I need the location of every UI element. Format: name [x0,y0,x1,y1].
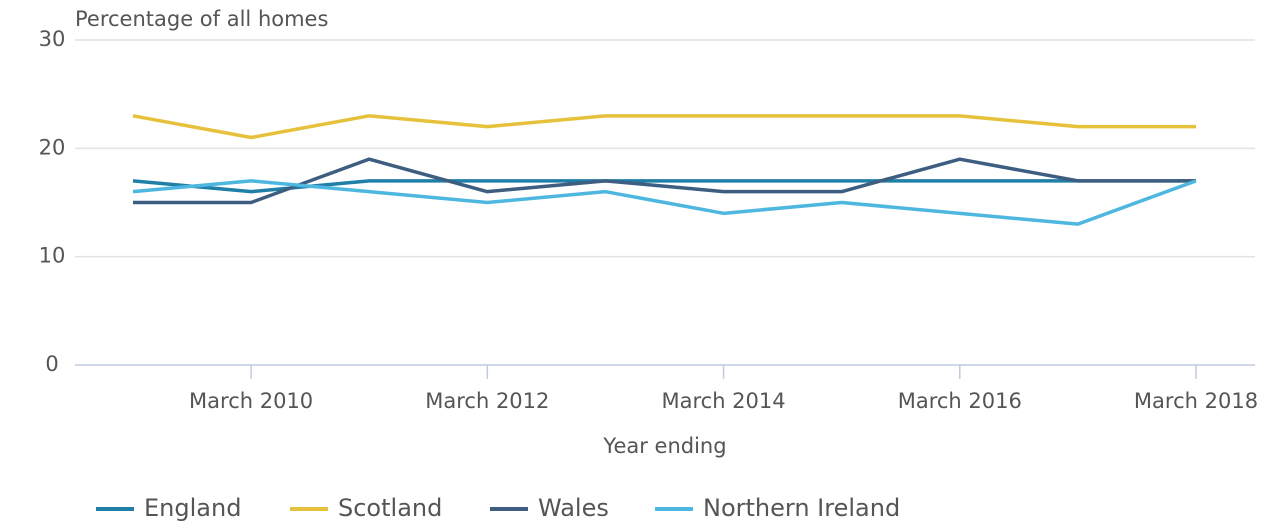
line-series [132,179,1197,226]
x-tick-label: March 2012 [425,389,549,413]
legend-label: England [144,494,241,522]
legend-label: Wales [538,494,609,522]
y-tick-label: 20 [39,135,66,159]
x-tick-label: March 2014 [661,389,785,413]
x-axis-title: Year ending [602,434,726,458]
y-tick-label: 30 [39,27,66,51]
x-tick-label: March 2010 [189,389,313,413]
legend-label: Northern Ireland [703,494,900,522]
y-axis-title: Percentage of all homes [75,7,328,31]
y-tick-label: 10 [39,244,66,268]
line-series [133,157,1196,205]
x-tick-label: March 2018 [1134,389,1258,413]
line-series [132,114,1196,140]
legend-label: Scotland [338,494,442,522]
y-tick-label: 0 [45,352,58,376]
x-tick-label: March 2016 [898,389,1022,413]
